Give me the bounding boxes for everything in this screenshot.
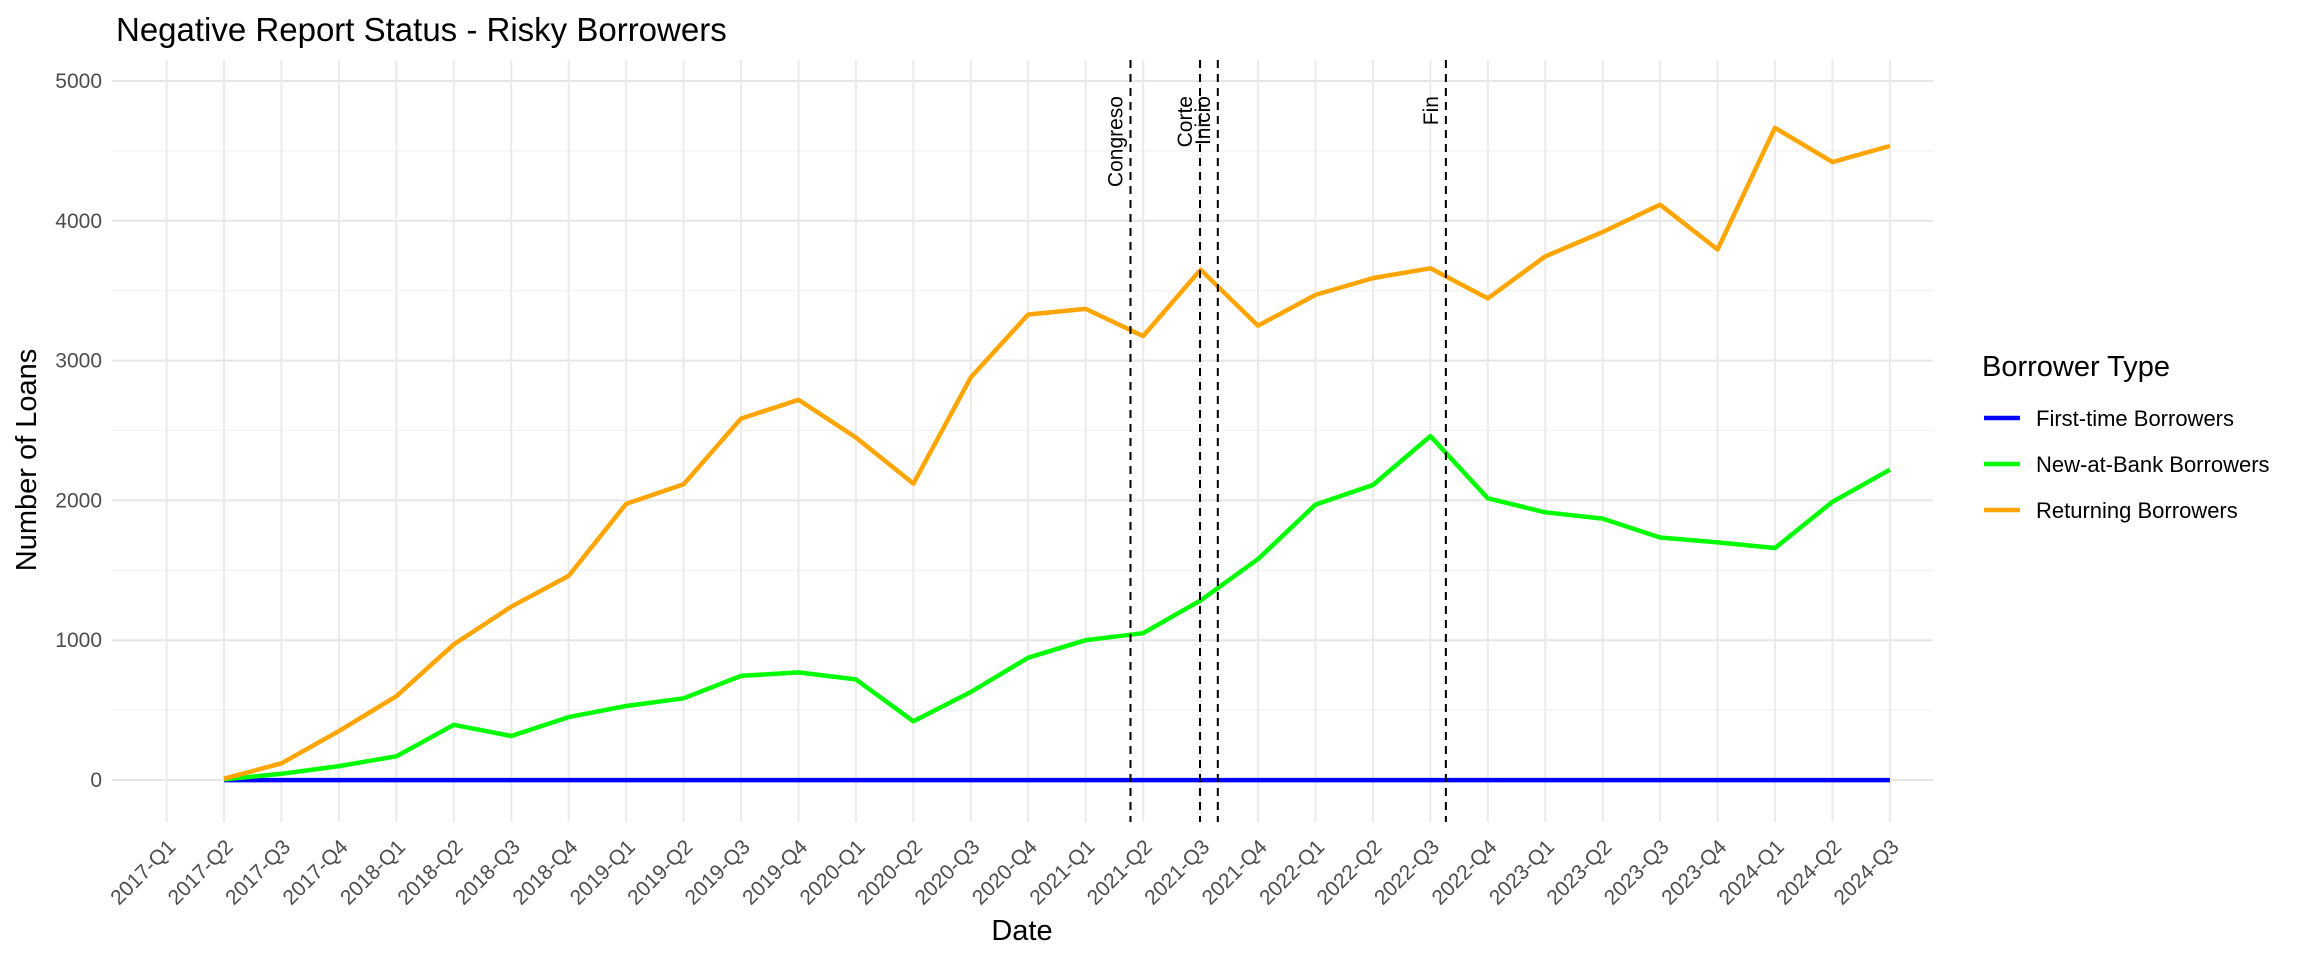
series-line-returning-borrowers — [223, 125, 1891, 781]
y-tick-label: 1000 — [55, 629, 102, 652]
legend-title: Borrower Type — [1982, 351, 2170, 383]
legend-label-new-at-bank-borrowers: New-at-Bank Borrowers — [2036, 452, 2270, 477]
legend-label-first-time-borrowers: First-time Borrowers — [2036, 406, 2234, 431]
vline-label: Congreso — [1104, 96, 1127, 187]
y-tick-label: 5000 — [55, 70, 102, 93]
y-tick-label: 3000 — [55, 350, 102, 373]
x-axis-title: Date — [991, 915, 1052, 947]
y-axis-ticks: 0 1000 2000 3000 4000 5000 — [55, 70, 102, 792]
series-layer — [223, 125, 1891, 783]
y-tick-label: 0 — [90, 769, 102, 792]
series-line-new-at-bank-borrowers — [223, 433, 1891, 782]
vline-label: Inicio — [1192, 96, 1215, 145]
y-tick-label: 4000 — [55, 210, 102, 233]
vline-label: Corte — [1174, 96, 1197, 147]
chart-title: Negative Report Status - Risky Borrowers — [116, 11, 727, 48]
y-tick-label: 2000 — [55, 489, 102, 512]
legend: Borrower Type First-time Borrowers New-at… — [1982, 351, 2270, 523]
legend-label-returning-borrowers: Returning Borrowers — [2036, 498, 2238, 523]
vline-label: Fin — [1420, 96, 1443, 125]
y-axis-title: Number of Loans — [11, 349, 43, 571]
